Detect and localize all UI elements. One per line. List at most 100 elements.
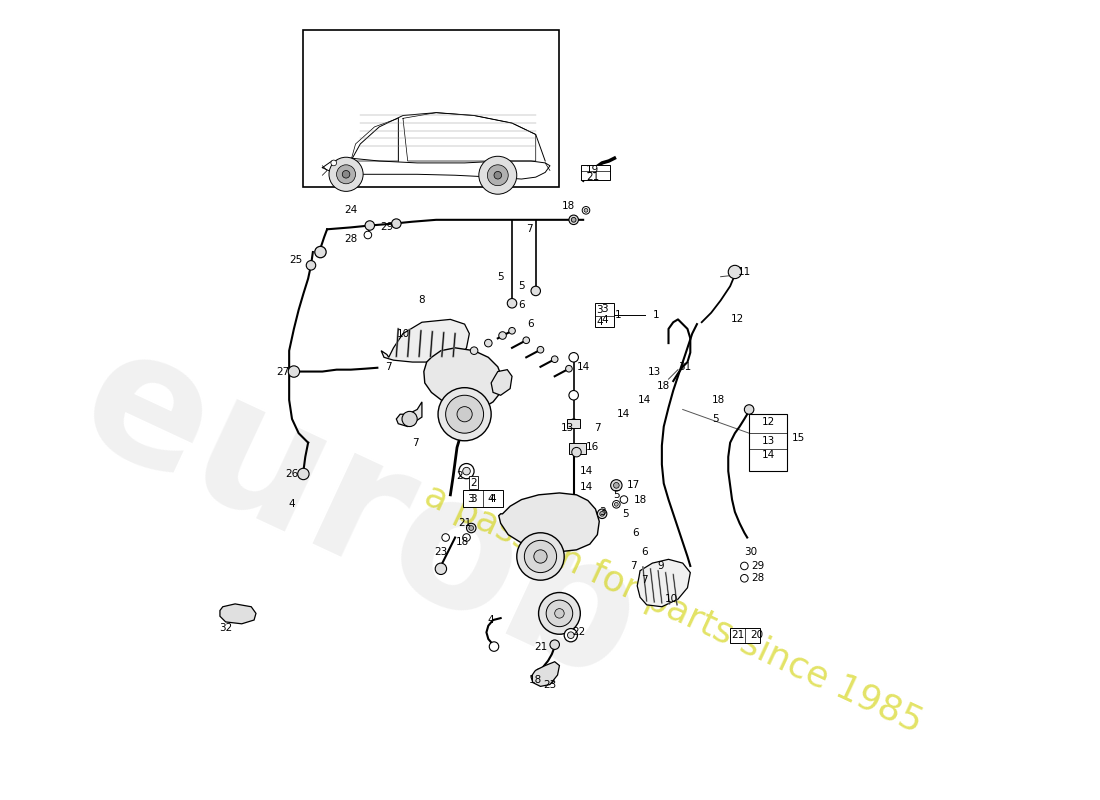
Bar <box>595 303 615 327</box>
Text: 18: 18 <box>657 381 670 390</box>
Text: 31: 31 <box>678 362 691 372</box>
Text: 8: 8 <box>419 295 426 306</box>
Text: 6: 6 <box>632 528 639 538</box>
Circle shape <box>288 366 299 378</box>
Text: 27: 27 <box>276 366 289 377</box>
Circle shape <box>551 356 558 362</box>
Text: 30: 30 <box>745 546 758 557</box>
Circle shape <box>537 346 543 353</box>
Circle shape <box>484 339 492 347</box>
Text: eurob: eurob <box>54 309 667 719</box>
Polygon shape <box>637 559 691 606</box>
Circle shape <box>582 206 590 214</box>
Circle shape <box>597 509 607 518</box>
Text: 3: 3 <box>470 494 476 504</box>
Circle shape <box>478 156 517 194</box>
Circle shape <box>442 534 450 542</box>
Circle shape <box>564 629 578 642</box>
Text: 6: 6 <box>518 300 525 310</box>
Text: 18: 18 <box>529 674 542 685</box>
Circle shape <box>365 221 374 230</box>
Text: 4: 4 <box>487 494 495 504</box>
Bar <box>304 30 560 186</box>
Circle shape <box>554 609 564 618</box>
Text: 2: 2 <box>470 478 476 487</box>
Text: 14: 14 <box>638 395 651 405</box>
Text: 3: 3 <box>602 304 608 314</box>
Text: 9: 9 <box>658 561 664 571</box>
Circle shape <box>436 563 447 574</box>
Text: 19: 19 <box>586 166 600 175</box>
Text: 20: 20 <box>750 630 763 640</box>
Bar <box>566 419 581 429</box>
Circle shape <box>298 468 309 480</box>
Text: 26: 26 <box>285 469 298 479</box>
Text: 23: 23 <box>434 546 448 557</box>
Text: 23: 23 <box>543 679 557 690</box>
Circle shape <box>728 266 741 278</box>
Circle shape <box>565 366 572 372</box>
Text: 5: 5 <box>497 272 504 282</box>
Circle shape <box>572 447 581 457</box>
Text: 7: 7 <box>526 224 532 234</box>
Circle shape <box>402 411 417 426</box>
Text: 1: 1 <box>615 310 622 320</box>
Circle shape <box>745 405 754 414</box>
Text: a passion for parts since 1985: a passion for parts since 1985 <box>419 478 927 739</box>
Circle shape <box>600 511 605 516</box>
Text: 14: 14 <box>580 482 593 492</box>
Polygon shape <box>382 319 470 362</box>
Text: 7: 7 <box>630 561 637 571</box>
Text: 10: 10 <box>396 329 409 338</box>
Circle shape <box>569 419 579 429</box>
Text: 2: 2 <box>456 471 463 481</box>
Circle shape <box>550 640 560 650</box>
Bar <box>581 165 609 180</box>
Polygon shape <box>424 348 503 410</box>
Text: 4: 4 <box>602 315 608 326</box>
Text: 5: 5 <box>518 281 525 291</box>
Text: 18: 18 <box>634 494 647 505</box>
Circle shape <box>536 668 546 678</box>
Text: 14: 14 <box>580 466 593 476</box>
Text: 29: 29 <box>381 222 394 233</box>
Text: 3: 3 <box>468 494 474 504</box>
Bar <box>569 442 586 454</box>
Circle shape <box>471 347 477 354</box>
Text: 4: 4 <box>596 318 603 327</box>
Text: 21: 21 <box>586 172 600 182</box>
Text: 25: 25 <box>289 254 302 265</box>
Text: 3: 3 <box>596 305 603 315</box>
Circle shape <box>463 534 471 542</box>
Circle shape <box>534 550 547 563</box>
Bar <box>730 628 760 642</box>
Text: 18: 18 <box>456 538 470 547</box>
Text: 29: 29 <box>751 561 764 571</box>
Text: 15: 15 <box>792 433 805 443</box>
Text: 5: 5 <box>613 490 619 500</box>
Circle shape <box>568 632 574 638</box>
Text: 14: 14 <box>617 410 630 419</box>
Circle shape <box>498 332 506 339</box>
Text: 12: 12 <box>732 314 745 324</box>
Text: 28: 28 <box>344 234 358 244</box>
Text: 21: 21 <box>732 630 745 640</box>
Text: 13: 13 <box>560 423 574 434</box>
Circle shape <box>740 574 748 582</box>
Text: 7: 7 <box>594 423 601 434</box>
Text: 17: 17 <box>627 480 640 490</box>
Circle shape <box>620 496 628 503</box>
Circle shape <box>466 523 476 533</box>
Circle shape <box>613 501 620 508</box>
Text: 4: 4 <box>288 499 295 510</box>
Circle shape <box>459 463 474 478</box>
Text: 21: 21 <box>534 642 547 651</box>
Text: 13: 13 <box>648 366 661 377</box>
Circle shape <box>331 160 337 166</box>
Text: 14: 14 <box>576 362 590 372</box>
Circle shape <box>569 390 579 400</box>
Bar <box>463 490 503 507</box>
Text: 24: 24 <box>344 206 358 215</box>
Text: 14: 14 <box>761 450 774 460</box>
Text: 4: 4 <box>487 615 495 625</box>
